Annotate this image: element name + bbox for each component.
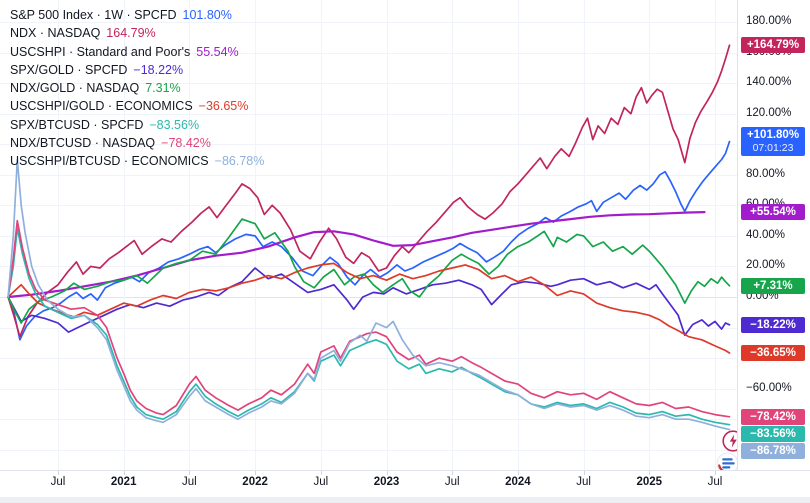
legend-value: 55.54% (196, 44, 239, 59)
time-axis-label: Jul (707, 476, 723, 488)
time-axis-label: Jul (576, 476, 591, 488)
series-line-ndx-gold[interactable] (7, 218, 731, 324)
legend-row-spx-gold[interactable]: SPX/GOLD · SPCFD −18.22% (10, 61, 264, 79)
time-axis-tick (452, 471, 453, 475)
series-line-uscshpi-gold[interactable] (7, 262, 731, 354)
time-axis-label: 2023 (373, 476, 400, 488)
price-axis-label: −60.00% (746, 381, 792, 394)
price-badge-uscshpi-btc: −86.78% (741, 442, 805, 459)
series-line-spx-gold[interactable] (7, 267, 731, 337)
time-axis-tick (321, 471, 322, 475)
price-axis[interactable]: 180.00%160.00%140.00%120.00%100.00%80.00… (737, 0, 810, 470)
time-axis-label: 2025 (636, 476, 663, 488)
legend-title: S&P 500 Index · 1W · SPCFD (10, 8, 177, 22)
legend-value: 101.80% (182, 8, 232, 22)
price-badge-uscshpi: +55.54% (741, 204, 805, 221)
time-axis-tick (255, 471, 256, 475)
time-axis-label: Jul (182, 476, 197, 488)
legend-value: −83.56% (149, 117, 200, 132)
legend-row-uscshpi-btc[interactable]: USCSHPI/BTCUSD · ECONOMICS −86.78% (10, 152, 264, 170)
time-axis-tick (518, 471, 519, 475)
legend-row-uscshpi-gold[interactable]: USCSHPI/GOLD · ECONOMICS −36.65% (10, 97, 264, 115)
price-badge-ndx-btc: −78.42% (741, 408, 805, 425)
time-axis-tick (715, 471, 716, 475)
legend-value: 164.79% (106, 26, 156, 41)
price-badge-spx-gold: −18.22% (741, 316, 805, 333)
time-axis-tick (584, 471, 585, 475)
time-axis-label: Jul (444, 476, 460, 488)
legend-title: USCSHPI/BTCUSD · ECONOMICS (10, 154, 209, 169)
time-axis-tick (124, 471, 125, 475)
price-badge-value: −83.56% (750, 427, 796, 440)
legend-row-ndx-btc[interactable]: NDX/BTCUSD · NASDAQ −78.42% (10, 134, 264, 152)
price-axis-label: 20.00% (746, 259, 786, 272)
legend-row-ndx[interactable]: NDX · NASDAQ 164.79% (10, 24, 264, 42)
price-axis-label: 180.00% (746, 14, 792, 27)
time-axis-label: 2021 (110, 476, 137, 488)
legend-title: USCSHPI · Standard and Poor's (10, 44, 191, 59)
price-badge-value: −78.42% (750, 410, 796, 423)
price-axis-label: 80.00% (746, 167, 786, 180)
legend-title: NDX · NASDAQ (10, 26, 101, 41)
series-line-ndx-btc[interactable] (7, 219, 731, 418)
time-axis[interactable]: Jul 2021 Jul 2022 Jul 2023 Jul 2024 Jul 2025 Jul (0, 470, 810, 497)
legend-value: −86.78% (214, 154, 265, 169)
legend-title: NDX/BTCUSD · NASDAQ (10, 136, 156, 151)
bar-countdown-timer: 07:01:23 (752, 142, 794, 155)
price-badge-uscshpi-gold: −36.65% (741, 344, 805, 361)
legend-row-uscshpi[interactable]: USCSHPI · Standard and Poor's 55.54% (10, 43, 264, 61)
price-badge-value: −36.65% (750, 346, 796, 359)
price-badge-ndx-gold: +7.31% (741, 277, 805, 294)
price-badge-ndx: +164.79% (741, 37, 805, 54)
legend-title: SPX/GOLD · SPCFD (10, 62, 128, 77)
legend-title: NDX/GOLD · NASDAQ (10, 81, 140, 96)
time-axis-label: 2022 (242, 476, 268, 488)
price-badge-value: +7.31% (753, 279, 793, 292)
price-badge-value: −86.78% (750, 444, 796, 457)
price-badge-value: +101.80% (746, 129, 800, 142)
price-badge-value: +164.79% (746, 39, 800, 52)
series-line-spx-btc[interactable] (7, 227, 731, 426)
legend-value: −78.42% (161, 136, 211, 151)
legend-row-ndx-gold[interactable]: NDX/GOLD · NASDAQ 7.31% (10, 79, 264, 97)
series-line-ndx[interactable] (7, 44, 731, 338)
time-axis-tick (387, 471, 388, 475)
bottom-strip (0, 496, 810, 503)
legend-value: 7.31% (145, 81, 181, 96)
price-axis-label: 140.00% (746, 76, 792, 89)
legend: S&P 500 Index · 1W · SPCFD 101.80% NDX · N… (10, 6, 264, 171)
series-line-uscshpi-btc[interactable] (7, 158, 731, 431)
time-axis-tick (58, 471, 59, 475)
price-badge-value: −18.22% (750, 318, 796, 331)
legend-title: SPX/BTCUSD · SPCFD (10, 117, 144, 132)
series-line-uscshpi[interactable] (7, 211, 706, 299)
legend-value: −18.22% (133, 62, 184, 77)
chart-plot-area[interactable] (0, 0, 737, 470)
price-badge-value: +55.54% (750, 206, 796, 219)
legend-row-spx-btc[interactable]: SPX/BTCUSD · SPCFD −83.56% (10, 116, 264, 134)
legend-row-spx[interactable]: S&P 500 Index · 1W · SPCFD 101.80% (10, 6, 264, 24)
legend-value: −36.65% (198, 99, 249, 114)
legend-title: USCSHPI/GOLD · ECONOMICS (10, 99, 193, 114)
time-axis-label: Jul (313, 476, 329, 488)
price-badge-spx-btc: −83.56% (741, 425, 805, 442)
time-axis-tick (189, 471, 190, 475)
price-axis-label: 40.00% (746, 228, 786, 241)
time-axis-label: Jul (50, 476, 66, 488)
time-axis-label: 2024 (505, 476, 531, 488)
price-badge-spx: +101.80% 07:01:23 (741, 127, 805, 157)
price-axis-label: 120.00% (746, 106, 792, 119)
time-axis-tick (649, 471, 650, 475)
